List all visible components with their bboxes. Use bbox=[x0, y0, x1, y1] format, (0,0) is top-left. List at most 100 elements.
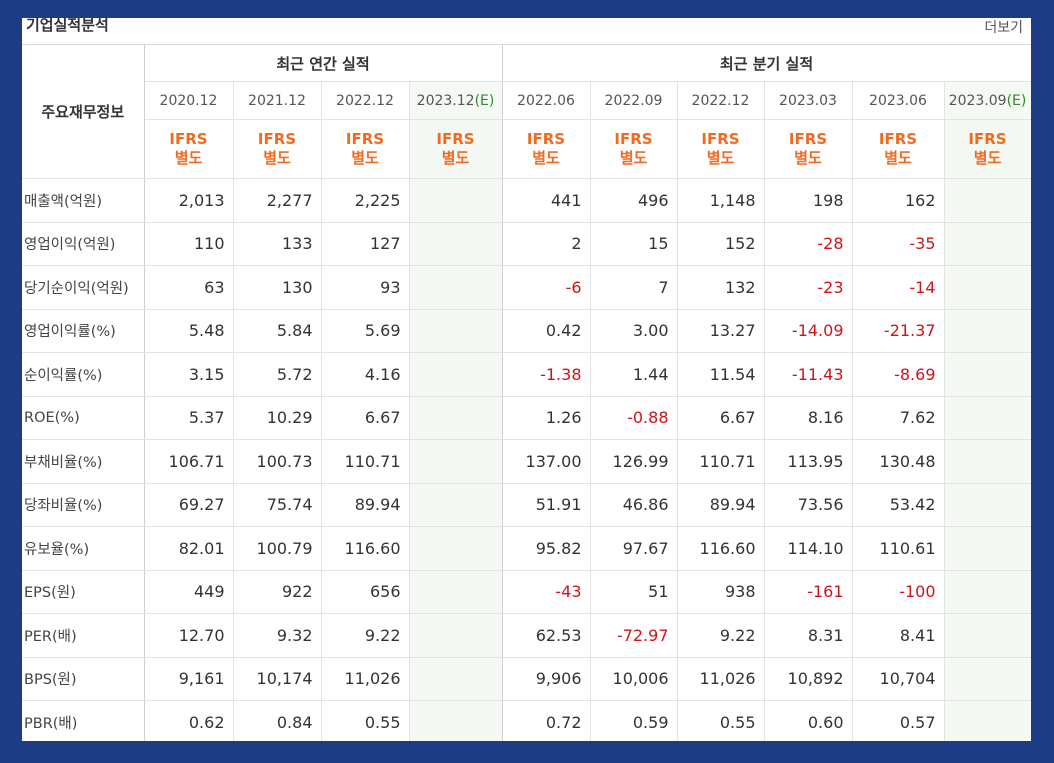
value-cell: -161 bbox=[764, 569, 853, 614]
value-cell: 9.22 bbox=[321, 613, 410, 658]
ifrs-line1: IFRS bbox=[701, 130, 740, 148]
value-cell: 6.67 bbox=[321, 396, 410, 440]
value-cell: 12.70 bbox=[144, 613, 234, 658]
value-cell: 82.01 bbox=[144, 526, 234, 571]
ifrs-label: IFRS 별도 bbox=[677, 119, 765, 179]
row-label: PER(배) bbox=[22, 613, 145, 658]
value-cell bbox=[409, 222, 503, 266]
ifrs-label: IFRS 별도 bbox=[590, 119, 678, 179]
more-link[interactable]: 더보기 bbox=[984, 20, 1023, 36]
value-cell: 9,906 bbox=[502, 657, 591, 701]
row-header-title: 주요재무정보 bbox=[22, 44, 145, 179]
table-row: ROE(%) 5.37 10.29 6.67 1.26 -0.88 6.67 8.16 7.62 bbox=[22, 396, 1031, 440]
value-cell: -21.37 bbox=[852, 308, 945, 353]
value-cell: 496 bbox=[590, 178, 678, 223]
row-label: EPS(원) bbox=[22, 569, 145, 614]
value-cell: 0.42 bbox=[502, 308, 591, 353]
ifrs-line1: IFRS bbox=[526, 130, 566, 148]
value-cell: 89.94 bbox=[321, 483, 410, 527]
period-label: 2020.12 bbox=[159, 92, 218, 109]
value-cell bbox=[409, 569, 503, 614]
value-cell: 62.53 bbox=[502, 613, 591, 658]
value-cell: 162 bbox=[852, 178, 945, 223]
value-cell bbox=[944, 352, 1031, 397]
value-cell: 133 bbox=[233, 222, 322, 266]
ifrs-line2: 별도 bbox=[794, 149, 822, 167]
ifrs-line1: IFRS bbox=[614, 130, 653, 148]
value-cell: -11.43 bbox=[764, 352, 853, 397]
period-label: 2022.06 bbox=[517, 92, 575, 109]
value-cell bbox=[409, 439, 503, 484]
value-cell: 10,006 bbox=[590, 657, 678, 701]
value-cell: 116.60 bbox=[677, 526, 765, 571]
value-cell: -23 bbox=[764, 265, 853, 310]
value-cell: -1.38 bbox=[502, 352, 591, 397]
value-cell: 110 bbox=[144, 222, 234, 266]
value-cell: 10,174 bbox=[233, 657, 322, 701]
value-cell: 100.79 bbox=[233, 526, 322, 571]
row-label: 부채비율(%) bbox=[22, 439, 145, 484]
value-cell: 2,013 bbox=[144, 178, 234, 223]
ifrs-line2: 별도 bbox=[351, 149, 379, 167]
value-cell: 656 bbox=[321, 569, 410, 614]
value-cell: 3.15 bbox=[144, 352, 234, 397]
value-cell: 9.22 bbox=[677, 613, 765, 658]
value-cell bbox=[944, 439, 1031, 484]
period-label: 2023.06 bbox=[869, 92, 927, 109]
row-label: ROE(%) bbox=[22, 396, 145, 440]
row-label: PBR(배) bbox=[22, 700, 145, 741]
value-cell: 89.94 bbox=[677, 483, 765, 527]
row-label: 당좌비율(%) bbox=[22, 483, 145, 527]
period-label: 2021.12 bbox=[248, 92, 306, 109]
value-cell: 0.84 bbox=[233, 700, 322, 741]
value-cell bbox=[409, 613, 503, 658]
value-cell: 0.62 bbox=[144, 700, 234, 741]
value-cell: 938 bbox=[677, 569, 765, 614]
value-cell: 116.60 bbox=[321, 526, 410, 571]
value-cell: 3.00 bbox=[590, 308, 678, 353]
period-label: 2022.09 bbox=[604, 92, 663, 109]
value-cell: 152 bbox=[677, 222, 765, 266]
value-cell: 113.95 bbox=[764, 439, 853, 484]
value-cell: -72.97 bbox=[590, 613, 678, 658]
ifrs-label: IFRS 별도 bbox=[852, 119, 945, 179]
value-cell bbox=[409, 483, 503, 527]
period-label: 2022.12 bbox=[691, 92, 750, 109]
table-row: BPS(원) 9,161 10,174 11,026 9,906 10,006 11,026… bbox=[22, 657, 1031, 701]
period-header: 2022.06 bbox=[502, 81, 591, 120]
value-cell bbox=[944, 178, 1031, 223]
value-cell: 69.27 bbox=[144, 483, 234, 527]
value-cell: 8.31 bbox=[764, 613, 853, 658]
value-cell: 46.86 bbox=[590, 483, 678, 527]
value-cell: 198 bbox=[764, 178, 853, 223]
value-cell bbox=[944, 483, 1031, 527]
period-header: 2022.12 bbox=[677, 81, 765, 120]
value-cell bbox=[944, 613, 1031, 658]
ifrs-line1: IFRS bbox=[878, 130, 918, 148]
value-cell: 110.71 bbox=[677, 439, 765, 484]
table-row: PBR(배) 0.62 0.84 0.55 0.72 0.59 0.55 0.60 0.57 bbox=[22, 700, 1031, 741]
value-cell: 130 bbox=[233, 265, 322, 310]
value-cell: 75.74 bbox=[233, 483, 322, 527]
table-row: EPS(원) 449 922 656 -43 51 938 -161 -100 bbox=[22, 569, 1031, 614]
value-cell: -35 bbox=[852, 222, 945, 266]
value-cell: 130.48 bbox=[852, 439, 945, 484]
table-row: 당좌비율(%) 69.27 75.74 89.94 51.91 46.86 89.94 73.… bbox=[22, 483, 1031, 527]
value-cell: 0.59 bbox=[590, 700, 678, 741]
ifrs-line1: IFRS bbox=[169, 130, 208, 148]
ifrs-label: IFRS 별도 bbox=[764, 119, 853, 179]
table-row: 부채비율(%) 106.71 100.73 110.71 137.00 126.99 110… bbox=[22, 439, 1031, 484]
value-cell: 0.72 bbox=[502, 700, 591, 741]
quarter-group-header: 최근 분기 실적 bbox=[502, 44, 1031, 82]
row-label: 영업이익률(%) bbox=[22, 308, 145, 353]
value-cell bbox=[944, 222, 1031, 266]
value-cell: 0.60 bbox=[764, 700, 853, 741]
ifrs-label: IFRS 별도 bbox=[944, 119, 1031, 179]
value-cell: 73.56 bbox=[764, 483, 853, 527]
value-cell: 127 bbox=[321, 222, 410, 266]
value-cell: 100.73 bbox=[233, 439, 322, 484]
value-cell: 53.42 bbox=[852, 483, 945, 527]
table-row: 유보율(%) 82.01 100.79 116.60 95.82 97.67 116.60 1… bbox=[22, 526, 1031, 571]
ifrs-label: IFRS 별도 bbox=[409, 119, 503, 179]
financial-table: 주요재무정보 최근 연간 실적 최근 분기 실적 2020.12 2021.12 2… bbox=[22, 44, 1031, 741]
